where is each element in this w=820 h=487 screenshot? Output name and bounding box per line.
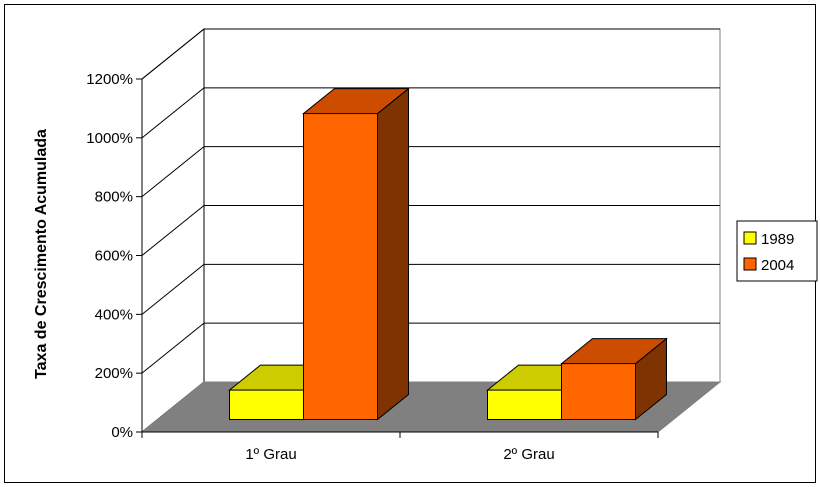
bar-2004 <box>302 87 410 421</box>
y-tick-label: 400% <box>95 306 133 323</box>
bar-front <box>303 113 378 420</box>
y-tick-label: 1000% <box>86 130 133 147</box>
legend-swatch <box>743 257 757 271</box>
gridline <box>141 146 720 198</box>
x-tick-label: 2º Grau <box>503 446 554 463</box>
legend-label: 2004 <box>761 257 794 274</box>
bar-front <box>561 363 636 421</box>
bar-front <box>229 389 304 421</box>
gridline <box>141 205 720 256</box>
legend-box <box>736 220 818 282</box>
gridline <box>141 322 720 374</box>
bar-side <box>377 87 409 421</box>
y-tick-labels: 0% 200% 400% 600% 800% 1000% 1200% <box>86 71 133 441</box>
gridline <box>141 28 720 80</box>
axes <box>136 78 659 438</box>
y-tick-label: 0% <box>111 424 133 441</box>
gridline <box>141 87 720 139</box>
y-tick-label: 800% <box>95 189 133 206</box>
y-tick-label: 1200% <box>86 71 133 88</box>
x-tick-labels: 1º Grau 2º Grau <box>245 446 554 463</box>
x-tick-label: 1º Grau <box>245 446 296 463</box>
y-axis-label: Taxa de Crescimento Acumulada <box>33 129 50 379</box>
legend-swatch <box>743 231 757 245</box>
bar-2004 <box>560 337 668 421</box>
bars <box>228 87 668 421</box>
legend-label: 1989 <box>761 231 794 248</box>
bar-front <box>487 389 562 421</box>
gridline <box>141 263 720 315</box>
legend: 1989 2004 <box>736 220 818 282</box>
y-tick-label: 600% <box>95 248 133 265</box>
y-tick-label: 200% <box>95 365 133 382</box>
